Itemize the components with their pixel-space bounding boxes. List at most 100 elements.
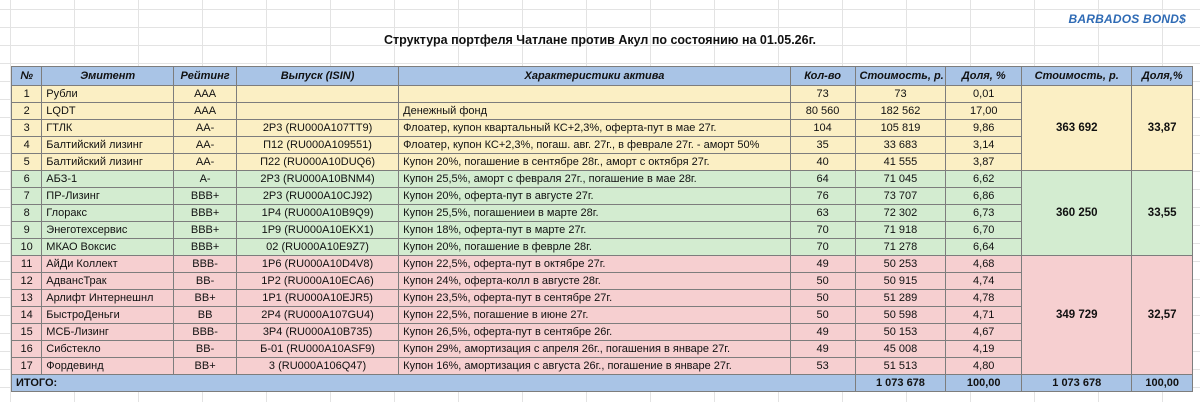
cell-rating[interactable]: AA- — [173, 153, 237, 171]
cell-quantity[interactable]: 35 — [789, 136, 856, 154]
cell-isin[interactable]: 3Р4 (RU000A10B735) — [235, 323, 400, 341]
cell-rating[interactable]: BB — [173, 306, 237, 324]
cell-num[interactable]: 17 — [10, 357, 43, 375]
cell-isin[interactable]: П22 (RU000A10DUQ6) — [235, 153, 400, 171]
cell-description[interactable]: Купон 20%, погашение в сентябре 28г., ам… — [398, 153, 791, 171]
header-rating[interactable]: Рейтинг — [173, 66, 237, 86]
cell-value[interactable]: 51 513 — [854, 357, 947, 375]
cell-rating[interactable]: BBB+ — [173, 238, 237, 256]
cell-num[interactable]: 9 — [10, 221, 43, 239]
cell-isin[interactable] — [235, 102, 400, 120]
cell-value[interactable]: 182 562 — [854, 102, 947, 120]
cell-num[interactable]: 2 — [10, 102, 43, 120]
cell-quantity[interactable]: 40 — [789, 153, 856, 171]
cell-isin[interactable]: 2Р4 (RU000A107GU4) — [235, 306, 400, 324]
cell-value[interactable]: 45 008 — [854, 340, 947, 358]
cell-num[interactable]: 10 — [10, 238, 43, 256]
cell-share[interactable]: 9,86 — [945, 119, 1023, 137]
cell-quantity[interactable]: 50 — [789, 289, 856, 307]
cell-issuer[interactable]: Балтийский лизинг — [41, 136, 175, 154]
cell-quantity[interactable]: 53 — [789, 357, 856, 375]
cell-quantity[interactable]: 50 — [789, 272, 856, 290]
cell-quantity[interactable]: 63 — [789, 204, 856, 222]
cell-description[interactable]: Купон 16%, амортизация с августа 26г., п… — [398, 357, 791, 375]
cell-quantity[interactable]: 104 — [789, 119, 856, 137]
cell-description[interactable]: Денежный фонд — [398, 102, 791, 120]
cell-issuer[interactable]: Арлифт Интернешнл — [41, 289, 175, 307]
cell-issuer[interactable]: МСБ-Лизинг — [41, 323, 175, 341]
cell-issuer[interactable]: Глоракс — [41, 204, 175, 222]
cell-quantity[interactable]: 49 — [789, 340, 856, 358]
cell-num[interactable]: 1 — [10, 85, 43, 103]
cell-value[interactable]: 50 915 — [854, 272, 947, 290]
cell-issuer[interactable]: АдвансТрак — [41, 272, 175, 290]
cell-share[interactable]: 6,64 — [945, 238, 1023, 256]
cell-isin[interactable]: 1Р2 (RU000A10ECA6) — [235, 272, 400, 290]
cell-issuer[interactable]: ПР-Лизинг — [41, 187, 175, 205]
cell-isin[interactable]: 2Р3 (RU000A107TT9) — [235, 119, 400, 137]
cell-description[interactable]: Купон 26,5%, оферта-пут в сентябре 26г. — [398, 323, 791, 341]
cell-value[interactable]: 50 598 — [854, 306, 947, 324]
group-value-cell[interactable]: 363 692 — [1021, 85, 1133, 171]
cell-value[interactable]: 71 278 — [854, 238, 947, 256]
cell-share[interactable]: 4,78 — [945, 289, 1023, 307]
cell-num[interactable]: 7 — [10, 187, 43, 205]
cell-rating[interactable]: BBB+ — [173, 204, 237, 222]
header-num[interactable]: № — [10, 66, 43, 86]
cell-isin[interactable]: 02 (RU000A10E9Z7) — [235, 238, 400, 256]
cell-isin[interactable] — [235, 85, 400, 103]
cell-value[interactable]: 73 707 — [854, 187, 947, 205]
cell-description[interactable]: Купон 25,5%, погашениеи в марте 28г. — [398, 204, 791, 222]
cell-num[interactable]: 4 — [10, 136, 43, 154]
cell-quantity[interactable]: 64 — [789, 170, 856, 188]
header-isin[interactable]: Выпуск (ISIN) — [235, 66, 400, 86]
cell-isin[interactable]: 1Р6 (RU000A10D4V8) — [235, 255, 400, 273]
cell-quantity[interactable]: 73 — [789, 85, 856, 103]
cell-description[interactable]: Купон 18%, оферта-пут в марте 27г. — [398, 221, 791, 239]
cell-quantity[interactable]: 80 560 — [789, 102, 856, 120]
cell-rating[interactable]: BB+ — [173, 357, 237, 375]
cell-issuer[interactable]: БыстроДеньги — [41, 306, 175, 324]
cell-num[interactable]: 8 — [10, 204, 43, 222]
cell-value[interactable]: 41 555 — [854, 153, 947, 171]
cell-value[interactable]: 105 819 — [854, 119, 947, 137]
cell-value[interactable]: 33 683 — [854, 136, 947, 154]
cell-quantity[interactable]: 76 — [789, 187, 856, 205]
cell-quantity[interactable]: 50 — [789, 306, 856, 324]
header-description[interactable]: Характеристики актива — [398, 66, 791, 86]
group-share-cell[interactable]: 33,55 — [1131, 170, 1193, 256]
cell-rating[interactable]: AA- — [173, 136, 237, 154]
cell-share[interactable]: 4,67 — [945, 323, 1023, 341]
cell-isin[interactable]: П12 (RU000A109551) — [235, 136, 400, 154]
cell-num[interactable]: 14 — [10, 306, 43, 324]
cell-rating[interactable]: BBB+ — [173, 221, 237, 239]
cell-description[interactable]: Флоатер, купон квартальный КС+2,3%, офер… — [398, 119, 791, 137]
cell-issuer[interactable]: Фордевинд — [41, 357, 175, 375]
cell-num[interactable]: 15 — [10, 323, 43, 341]
cell-value[interactable]: 51 289 — [854, 289, 947, 307]
total-share[interactable]: 100,00 — [945, 374, 1023, 392]
cell-isin[interactable]: 3 (RU000A106Q47) — [235, 357, 400, 375]
cell-num[interactable]: 12 — [10, 272, 43, 290]
cell-share[interactable]: 0,01 — [945, 85, 1023, 103]
group-share-cell[interactable]: 33,87 — [1131, 85, 1193, 171]
cell-issuer[interactable]: МКАО Воксис — [41, 238, 175, 256]
total-group-share[interactable]: 100,00 — [1131, 374, 1193, 392]
cell-share[interactable]: 4,68 — [945, 255, 1023, 273]
cell-quantity[interactable]: 70 — [789, 221, 856, 239]
header-issuer[interactable]: Эмитент — [41, 66, 175, 86]
cell-issuer[interactable]: LQDT — [41, 102, 175, 120]
cell-share[interactable]: 6,62 — [945, 170, 1023, 188]
cell-description[interactable]: Купон 20%, погашение в феврле 28г. — [398, 238, 791, 256]
cell-rating[interactable]: BBB- — [173, 323, 237, 341]
cell-share[interactable]: 4,74 — [945, 272, 1023, 290]
cell-num[interactable]: 6 — [10, 170, 43, 188]
cell-share[interactable]: 17,00 — [945, 102, 1023, 120]
cell-rating[interactable]: A- — [173, 170, 237, 188]
cell-issuer[interactable]: Балтийский лизинг — [41, 153, 175, 171]
group-share-cell[interactable]: 32,57 — [1131, 255, 1193, 375]
cell-description[interactable]: Купон 22,5%, погашение в июне 27г. — [398, 306, 791, 324]
cell-num[interactable]: 11 — [10, 255, 43, 273]
header-quantity[interactable]: Кол-во — [789, 66, 856, 86]
cell-num[interactable]: 3 — [10, 119, 43, 137]
